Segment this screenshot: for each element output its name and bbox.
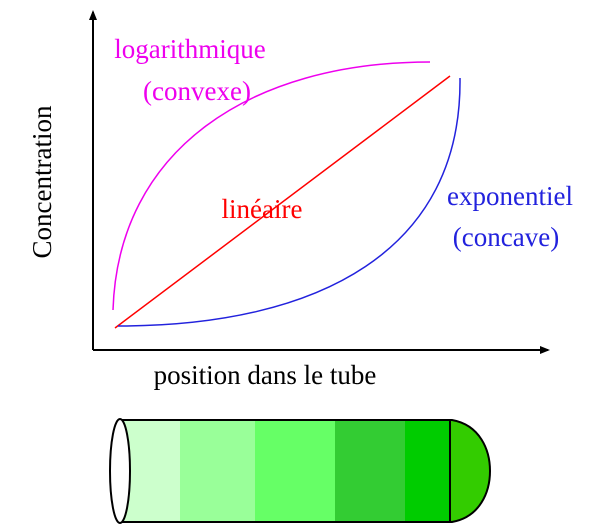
tube [110,419,490,523]
diagram: Concentration position dans le tube loga… [0,0,602,532]
curve-label: exponentiel [447,181,573,211]
curve-label: (convexe) [143,76,251,106]
page: Concentration position dans le tube loga… [0,0,602,532]
y-axis-label: Concentration [27,105,57,258]
curve-label: logarithmique [114,34,265,64]
x-axis-label: position dans le tube [154,360,377,390]
curve-label: linéaire [222,194,303,224]
curve-label: (concave) [453,222,559,252]
